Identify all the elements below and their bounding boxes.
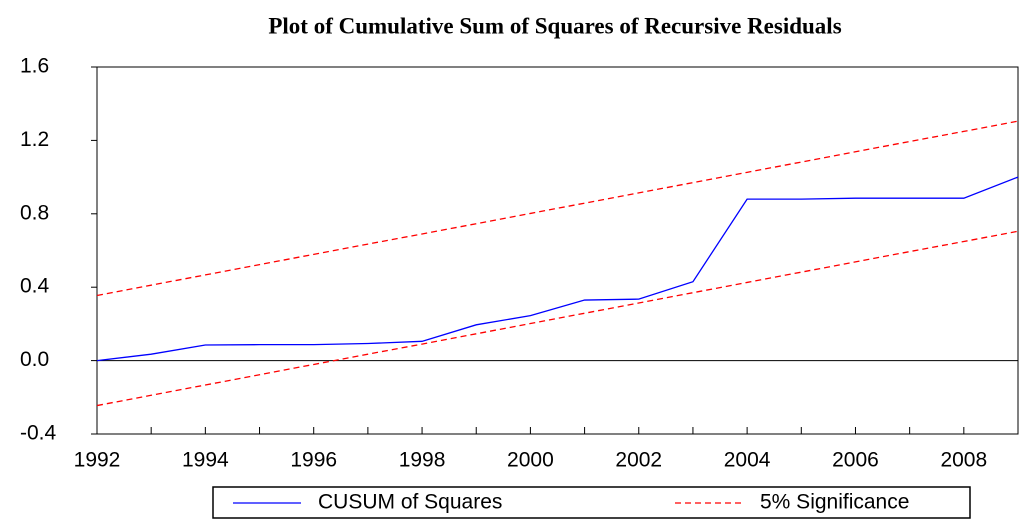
x-tick-label: 1992 (74, 449, 121, 472)
y-tick-label: 0.4 (20, 275, 50, 298)
x-tick-label: 2008 (940, 449, 987, 472)
x-tick-label: 2002 (615, 449, 662, 472)
legend-label: 5% Significance (760, 491, 909, 514)
y-tick-label: 0.8 (20, 201, 49, 224)
y-tick-label: -0.4 (20, 422, 57, 445)
plot-frame (96, 66, 1019, 435)
legend (212, 486, 971, 519)
series-line (96, 176, 1019, 362)
legend-label: CUSUM of Squares (318, 491, 502, 514)
x-tick-label: 1996 (290, 449, 337, 472)
y-tick-label: 0.0 (20, 348, 49, 371)
series-line-lower (96, 230, 1019, 407)
x-tick-label: 1998 (399, 449, 446, 472)
y-tick-label: 1.6 (20, 55, 49, 78)
x-tick-label: 2004 (724, 449, 771, 472)
chart-title: Plot of Cumulative Sum of Squares of Rec… (268, 13, 841, 38)
x-tick-label: 1994 (182, 449, 229, 472)
x-tick-label: 2006 (832, 449, 879, 472)
y-tick-label: 1.2 (20, 128, 49, 151)
x-tick-label: 2000 (507, 449, 554, 472)
series-line (96, 120, 1019, 297)
